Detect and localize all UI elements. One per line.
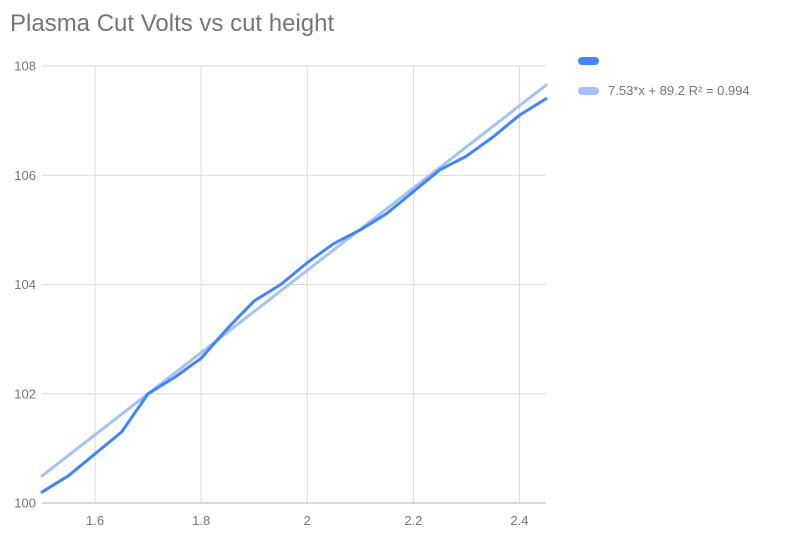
y-tick-label: 104 [14,277,36,292]
legend-trendline-label: 7.53*x + 89.2 R² = 0.994 [608,83,750,98]
x-tick-label: 1.6 [86,513,104,528]
y-tick-label: 102 [14,386,36,401]
trendline [40,83,548,478]
chart-legend: 7.53*x + 89.2 R² = 0.994 [578,56,750,98]
x-tick-label: 1.8 [192,513,210,528]
legend-item-trendline: 7.53*x + 89.2 R² = 0.994 [578,83,750,98]
x-tick-label: 2 [304,513,311,528]
series-swatch-icon [578,56,599,65]
y-tick-label: 108 [14,59,36,74]
x-tick-label: 2.2 [404,513,422,528]
chart-title: Plasma Cut Volts vs cut height [10,10,335,37]
y-tick-label: 100 [14,496,36,511]
y-tick-label: 106 [14,168,36,183]
trendline-swatch-icon [578,86,599,95]
legend-item-series [578,56,750,65]
x-tick-label: 2.4 [510,513,528,528]
series-line [40,97,548,494]
